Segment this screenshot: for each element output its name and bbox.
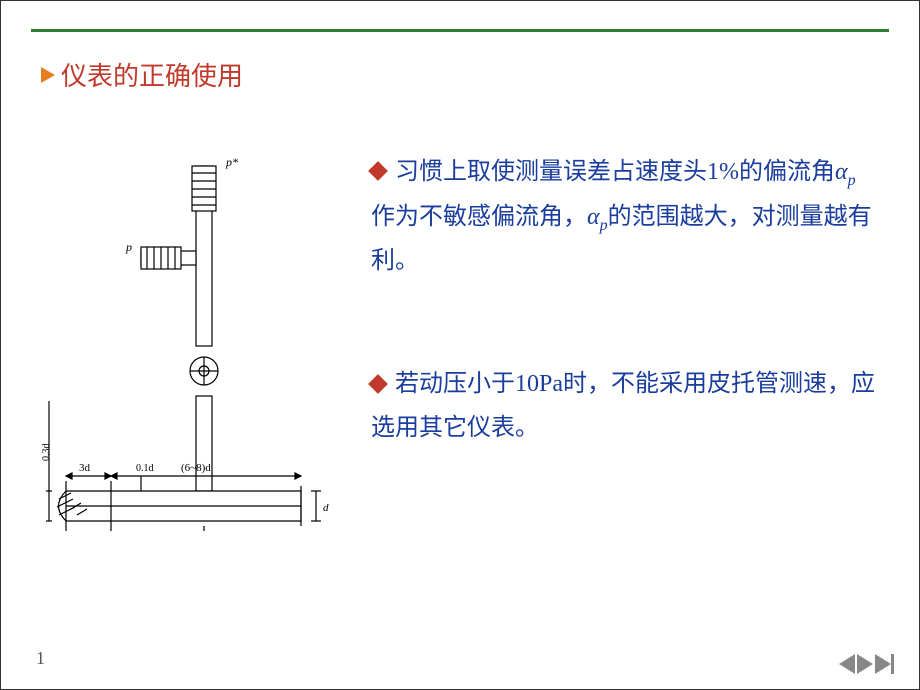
title-row: 仪表的正确使用 [41, 56, 243, 93]
content-area: 习惯上取使测量误差占速度头1%的偏流角αp作为不敏感偏流角，αp的范围越大，对测… [371, 151, 879, 530]
bullet-2: 若动压小于10Pa时，不能采用皮托管测速，应选用其它仪表。 [371, 363, 879, 449]
bullet-1: 习惯上取使测量误差占速度头1%的偏流角αp作为不敏感偏流角，αp的范围越大，对测… [371, 151, 879, 283]
triangle-marker-icon [41, 67, 55, 83]
nav-last-button[interactable] [875, 654, 894, 674]
var-alpha2: α [587, 204, 600, 230]
diamond-marker-icon [368, 374, 388, 394]
bullet1-text-part1: 习惯上取使测量误差占速度头1%的偏流角 [395, 159, 835, 185]
nav-next-button[interactable] [857, 654, 873, 674]
bullet2-text: 若动压小于10Pa时，不能采用皮托管测速，应选用其它仪表。 [371, 371, 875, 440]
divider-line [31, 29, 889, 32]
sub-p2: p [600, 216, 608, 233]
label-3d: 3d [79, 462, 91, 474]
label-68d: (6~8)d [181, 462, 211, 474]
label-p: p [125, 240, 132, 254]
nav-controls [839, 654, 894, 674]
diamond-marker-icon [368, 162, 388, 182]
nav-prev-button[interactable] [839, 654, 855, 674]
var-alpha1: α [835, 159, 848, 185]
label-01d: 0.1d [136, 463, 154, 474]
label-03d: 0.3d [41, 444, 52, 462]
sub-p1: p [848, 172, 856, 189]
pitot-tube-diagram: p* p [41, 151, 341, 551]
page-title: 仪表的正确使用 [61, 56, 243, 93]
label-pstar: p* [225, 155, 238, 169]
page-number: 1 [36, 648, 45, 669]
label-d: d [323, 502, 329, 514]
bullet1-text-part2: 作为不敏感偏流角， [371, 204, 587, 230]
